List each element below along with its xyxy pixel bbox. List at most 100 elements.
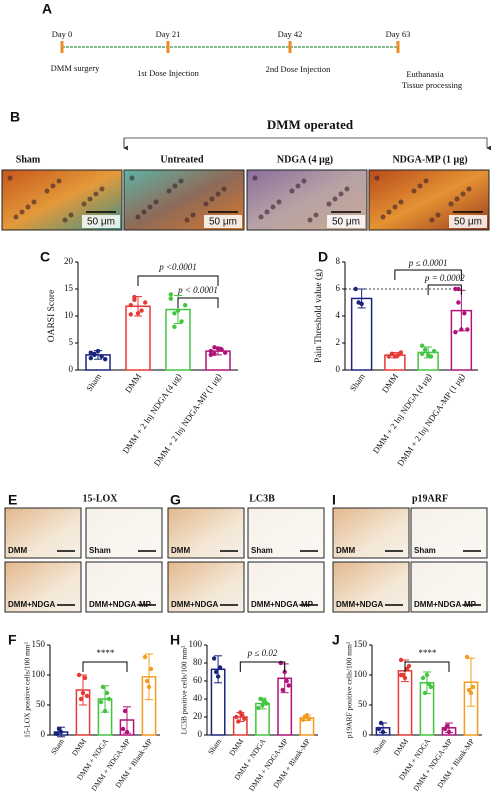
data-point (95, 348, 101, 354)
data-point (217, 665, 223, 670)
significance-label: p <0.0001 (158, 262, 197, 272)
data-point (240, 713, 245, 718)
y-tick-label: 40 (193, 693, 203, 703)
cell (203, 201, 209, 207)
data-point (234, 714, 239, 720)
data-point (280, 687, 285, 693)
data-point (146, 684, 152, 690)
cell (411, 188, 417, 194)
y-tick-label: 60 (193, 675, 203, 685)
cell (147, 204, 153, 210)
data-point (464, 654, 470, 660)
cell (81, 201, 87, 207)
data-point (376, 726, 382, 732)
cell (87, 196, 93, 202)
data-point (128, 312, 133, 317)
cell (56, 178, 62, 184)
micrograph (167, 561, 245, 613)
day-label: Day 0 (52, 29, 73, 39)
x-tick-label: Sham (49, 737, 66, 756)
scale-bg (204, 215, 242, 228)
cell (466, 186, 472, 192)
data-point (213, 669, 219, 675)
image-label: Untreated (160, 154, 204, 165)
panel-letter: E (8, 492, 17, 508)
cell (313, 212, 319, 218)
significance-bracket (177, 297, 219, 308)
data-point (353, 286, 358, 292)
micrograph (247, 507, 325, 559)
cell (166, 188, 172, 194)
event-label: DMM surgery (51, 63, 100, 73)
data-point (148, 666, 154, 672)
data-point (168, 296, 173, 301)
data-point (102, 708, 108, 714)
significance-bracket (239, 661, 286, 672)
cell (276, 199, 282, 205)
data-point (459, 327, 464, 332)
cell (301, 178, 307, 184)
cell (215, 191, 221, 197)
image-label: DMM+NDGA-MP (89, 600, 152, 609)
y-tick-label: 0 (336, 364, 341, 374)
cell (135, 214, 141, 220)
cell (153, 199, 159, 205)
x-tick-label: DMM (380, 371, 401, 395)
scale-bg (449, 215, 487, 228)
significance-bracket (394, 269, 462, 280)
data-point (468, 690, 474, 696)
data-point (99, 354, 104, 359)
data-point (211, 656, 217, 661)
y-tick-label: 100 (32, 669, 46, 679)
micrograph (410, 507, 488, 559)
data-point (465, 327, 470, 332)
data-point (142, 654, 148, 660)
cell (252, 175, 258, 181)
scale-bg (82, 215, 120, 228)
cell (423, 178, 429, 184)
data-point (286, 683, 291, 688)
image-label: DMM+NDGA (336, 600, 384, 609)
data-point (54, 731, 60, 736)
cell (221, 186, 227, 192)
panel-letter: B (10, 109, 20, 125)
micrograph (410, 561, 488, 613)
y-tick-label: 0 (198, 729, 203, 739)
data-point (183, 303, 188, 308)
cell (307, 217, 313, 223)
micrograph (85, 561, 163, 613)
data-point (424, 672, 430, 678)
cell (448, 201, 454, 207)
data-point (208, 348, 213, 354)
significance-label: p < 0.0001 (177, 285, 218, 295)
data-point (402, 675, 408, 681)
data-point (380, 729, 386, 735)
cell (13, 214, 19, 220)
data-point (428, 684, 434, 690)
image-label: DMM+NDGA-MP (414, 600, 477, 609)
significance-bracket (427, 284, 462, 295)
panel-letter: H (170, 632, 180, 648)
data-point (135, 311, 141, 316)
data-point (462, 311, 467, 316)
data-point (208, 352, 213, 358)
cell (435, 212, 441, 218)
y-tick-label: 4 (336, 310, 341, 320)
data-point (256, 705, 261, 711)
micrograph (332, 507, 410, 559)
panel-title: p19ARF (412, 493, 448, 504)
cell (7, 175, 13, 181)
x-tick-label: DMM + 2 Inj NDGA (4 μg) (371, 371, 434, 455)
image-label: DMM+NDGA (8, 600, 56, 609)
image-label: DMM (171, 546, 190, 555)
scale-label: 50 μm (454, 217, 482, 228)
data-point (58, 729, 64, 735)
data-point (419, 351, 425, 356)
data-point (258, 696, 263, 702)
cell (417, 183, 423, 189)
cell (270, 204, 276, 210)
cell (99, 186, 105, 192)
panel-letter: D (318, 249, 328, 265)
data-point (398, 672, 404, 678)
micrograph (85, 507, 163, 559)
